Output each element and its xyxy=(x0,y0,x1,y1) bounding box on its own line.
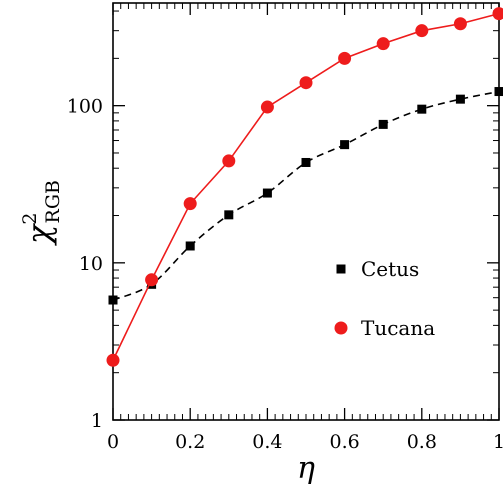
axis-ticks xyxy=(112,3,500,421)
cetus-point xyxy=(108,295,118,305)
legend-cetus-marker xyxy=(336,264,346,274)
plot-frame xyxy=(112,2,500,421)
tucana-point xyxy=(183,197,197,211)
x-tick-label: 1 xyxy=(493,431,503,453)
y-axis-title-main: χ xyxy=(20,223,58,246)
cetus-point xyxy=(340,140,350,150)
tucana-point xyxy=(260,100,274,114)
legend: Cetus Tucana xyxy=(334,257,435,340)
y-axis-title: χ2RGB xyxy=(19,180,64,246)
cetus-line xyxy=(112,90,500,301)
y-tick-labels: 1 10 100 xyxy=(67,96,103,432)
cetus-point xyxy=(301,157,311,167)
y-axis-title-sup: 2 xyxy=(19,212,41,224)
tucana-point xyxy=(222,154,236,168)
tucana-point xyxy=(338,51,352,65)
cetus-point xyxy=(455,94,465,104)
data-series xyxy=(106,7,503,367)
cetus-point xyxy=(262,188,272,198)
x-tick-labels: 0 0.2 0.4 0.6 0.8 1 xyxy=(107,431,503,453)
tucana-line xyxy=(112,12,500,361)
legend-tucana-marker xyxy=(334,321,348,335)
tucana-point xyxy=(106,353,120,367)
cetus-point xyxy=(224,210,234,220)
svg-text:χ2RGB: χ2RGB xyxy=(19,180,64,246)
x-tick-label: 0.8 xyxy=(407,431,437,453)
x-tick-label: 0.4 xyxy=(252,431,282,453)
tucana-point xyxy=(415,24,429,38)
tucana-point xyxy=(453,17,467,31)
tucana-point xyxy=(145,273,159,287)
y-axis-title-sub: RGB xyxy=(42,180,64,223)
tucana-point xyxy=(299,76,313,90)
cetus-point xyxy=(185,241,195,251)
y-tick-label: 1 xyxy=(91,410,103,432)
x-tick-label: 0.2 xyxy=(175,431,205,453)
legend-tucana-label: Tucana xyxy=(361,316,435,340)
x-tick-label: 0.6 xyxy=(329,431,359,453)
cetus-point xyxy=(494,87,503,97)
x-axis-title: η xyxy=(297,451,315,486)
y-tick-label: 10 xyxy=(79,253,103,275)
cetus-point xyxy=(417,104,427,114)
cetus-point xyxy=(378,119,388,129)
x-tick-label: 0 xyxy=(107,431,119,453)
legend-cetus-label: Cetus xyxy=(361,257,419,281)
y-tick-label: 100 xyxy=(67,96,103,118)
tucana-point xyxy=(376,37,390,51)
tucana-point xyxy=(492,7,503,21)
